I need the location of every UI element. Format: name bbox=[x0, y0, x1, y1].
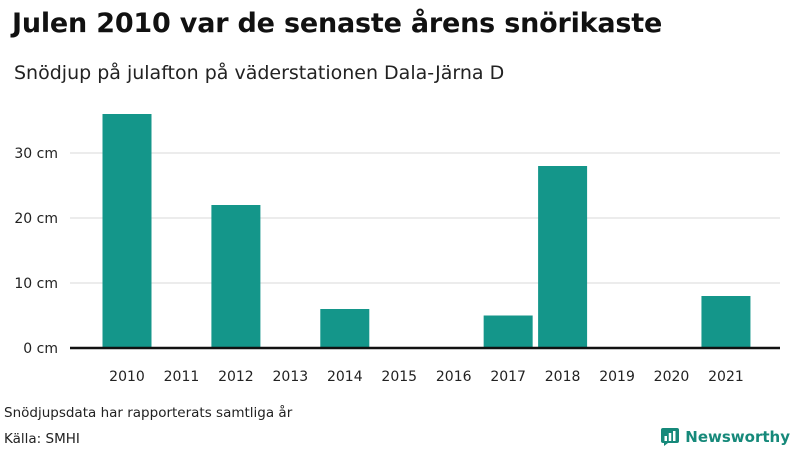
x-tick-label: 2016 bbox=[436, 369, 472, 385]
y-tick-label: 0 cm bbox=[23, 341, 58, 357]
grid-lines bbox=[70, 152, 780, 284]
y-tick-label: 20 cm bbox=[14, 211, 58, 227]
footnote: Snödjupsdata har rapporterats samtliga å… bbox=[4, 405, 293, 421]
bar bbox=[102, 114, 152, 348]
bar-chart-logo-icon bbox=[661, 428, 680, 446]
chart-subtitle: Snödjup på julafton på väderstationen Da… bbox=[14, 62, 505, 84]
x-tick-label: 2010 bbox=[109, 369, 145, 385]
bar bbox=[538, 166, 588, 348]
chart-title: Julen 2010 var de senaste årens snörikas… bbox=[12, 8, 663, 39]
x-tick-label: 2021 bbox=[708, 369, 744, 385]
x-tick-label: 2012 bbox=[218, 369, 254, 385]
x-tick-label: 2011 bbox=[164, 369, 200, 385]
source-note: Källa: SMHI bbox=[4, 431, 80, 447]
bar bbox=[320, 309, 370, 348]
brand-logo: Newsworthy bbox=[661, 428, 790, 446]
x-tick-label: 2015 bbox=[381, 369, 417, 385]
y-tick-label: 30 cm bbox=[14, 146, 58, 162]
x-tick-label: 2018 bbox=[545, 369, 581, 385]
bar bbox=[211, 205, 261, 348]
bar bbox=[701, 296, 751, 348]
x-tick-label: 2017 bbox=[490, 369, 526, 385]
bar bbox=[483, 315, 533, 348]
x-axis-ticks: 2010 2011 2012 2013 2014 2015 2016 2017 2018 2019… bbox=[109, 369, 744, 385]
x-tick-label: 2020 bbox=[654, 369, 690, 385]
y-tick-label: 10 cm bbox=[14, 276, 58, 292]
x-tick-label: 2019 bbox=[599, 369, 635, 385]
bars bbox=[102, 114, 751, 348]
y-axis-ticks: 0 cm 10 cm 20 cm 30 cm bbox=[14, 146, 58, 357]
brand-name: Newsworthy bbox=[685, 428, 790, 446]
bar-chart: 0 cm 10 cm 20 cm 30 cm 2010 2011 2012 2013 2014… bbox=[14, 114, 780, 385]
x-tick-label: 2013 bbox=[273, 369, 309, 385]
x-tick-label: 2014 bbox=[327, 369, 363, 385]
